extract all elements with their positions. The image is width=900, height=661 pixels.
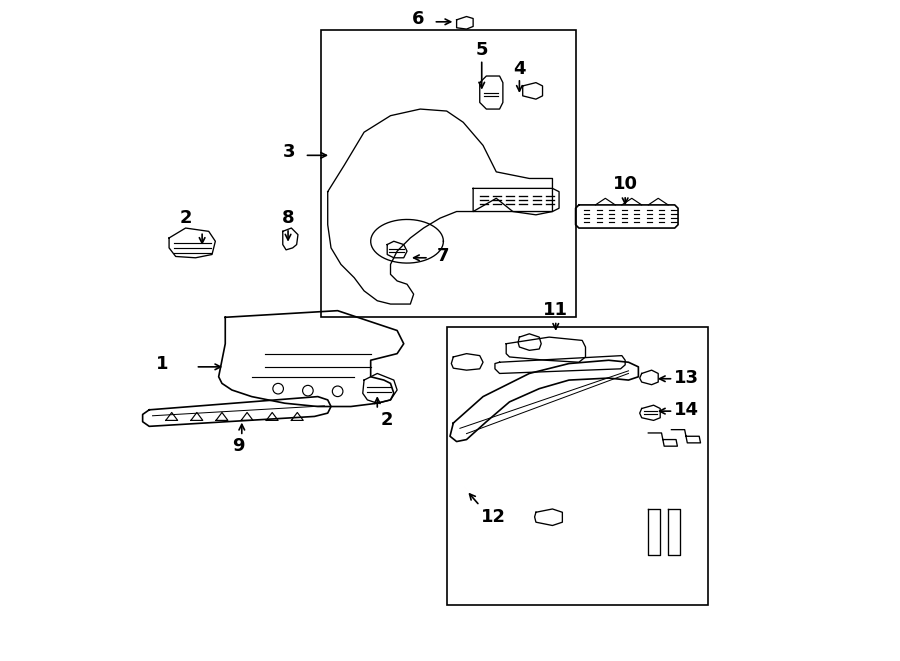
Bar: [446, 327, 707, 605]
Text: 12: 12: [481, 508, 506, 526]
Text: 2: 2: [381, 410, 393, 429]
Text: 10: 10: [613, 175, 638, 193]
Text: 14: 14: [674, 401, 699, 420]
Text: 4: 4: [513, 60, 526, 79]
Bar: [321, 30, 576, 317]
Text: 3: 3: [283, 143, 295, 161]
Text: 6: 6: [412, 9, 425, 28]
Text: 11: 11: [544, 301, 568, 319]
Text: 1: 1: [157, 354, 168, 373]
Text: 9: 9: [232, 437, 245, 455]
Text: 13: 13: [674, 369, 699, 387]
Text: 2: 2: [179, 209, 192, 227]
Text: 5: 5: [475, 40, 488, 59]
Text: 8: 8: [282, 209, 294, 227]
Text: 7: 7: [437, 247, 450, 266]
